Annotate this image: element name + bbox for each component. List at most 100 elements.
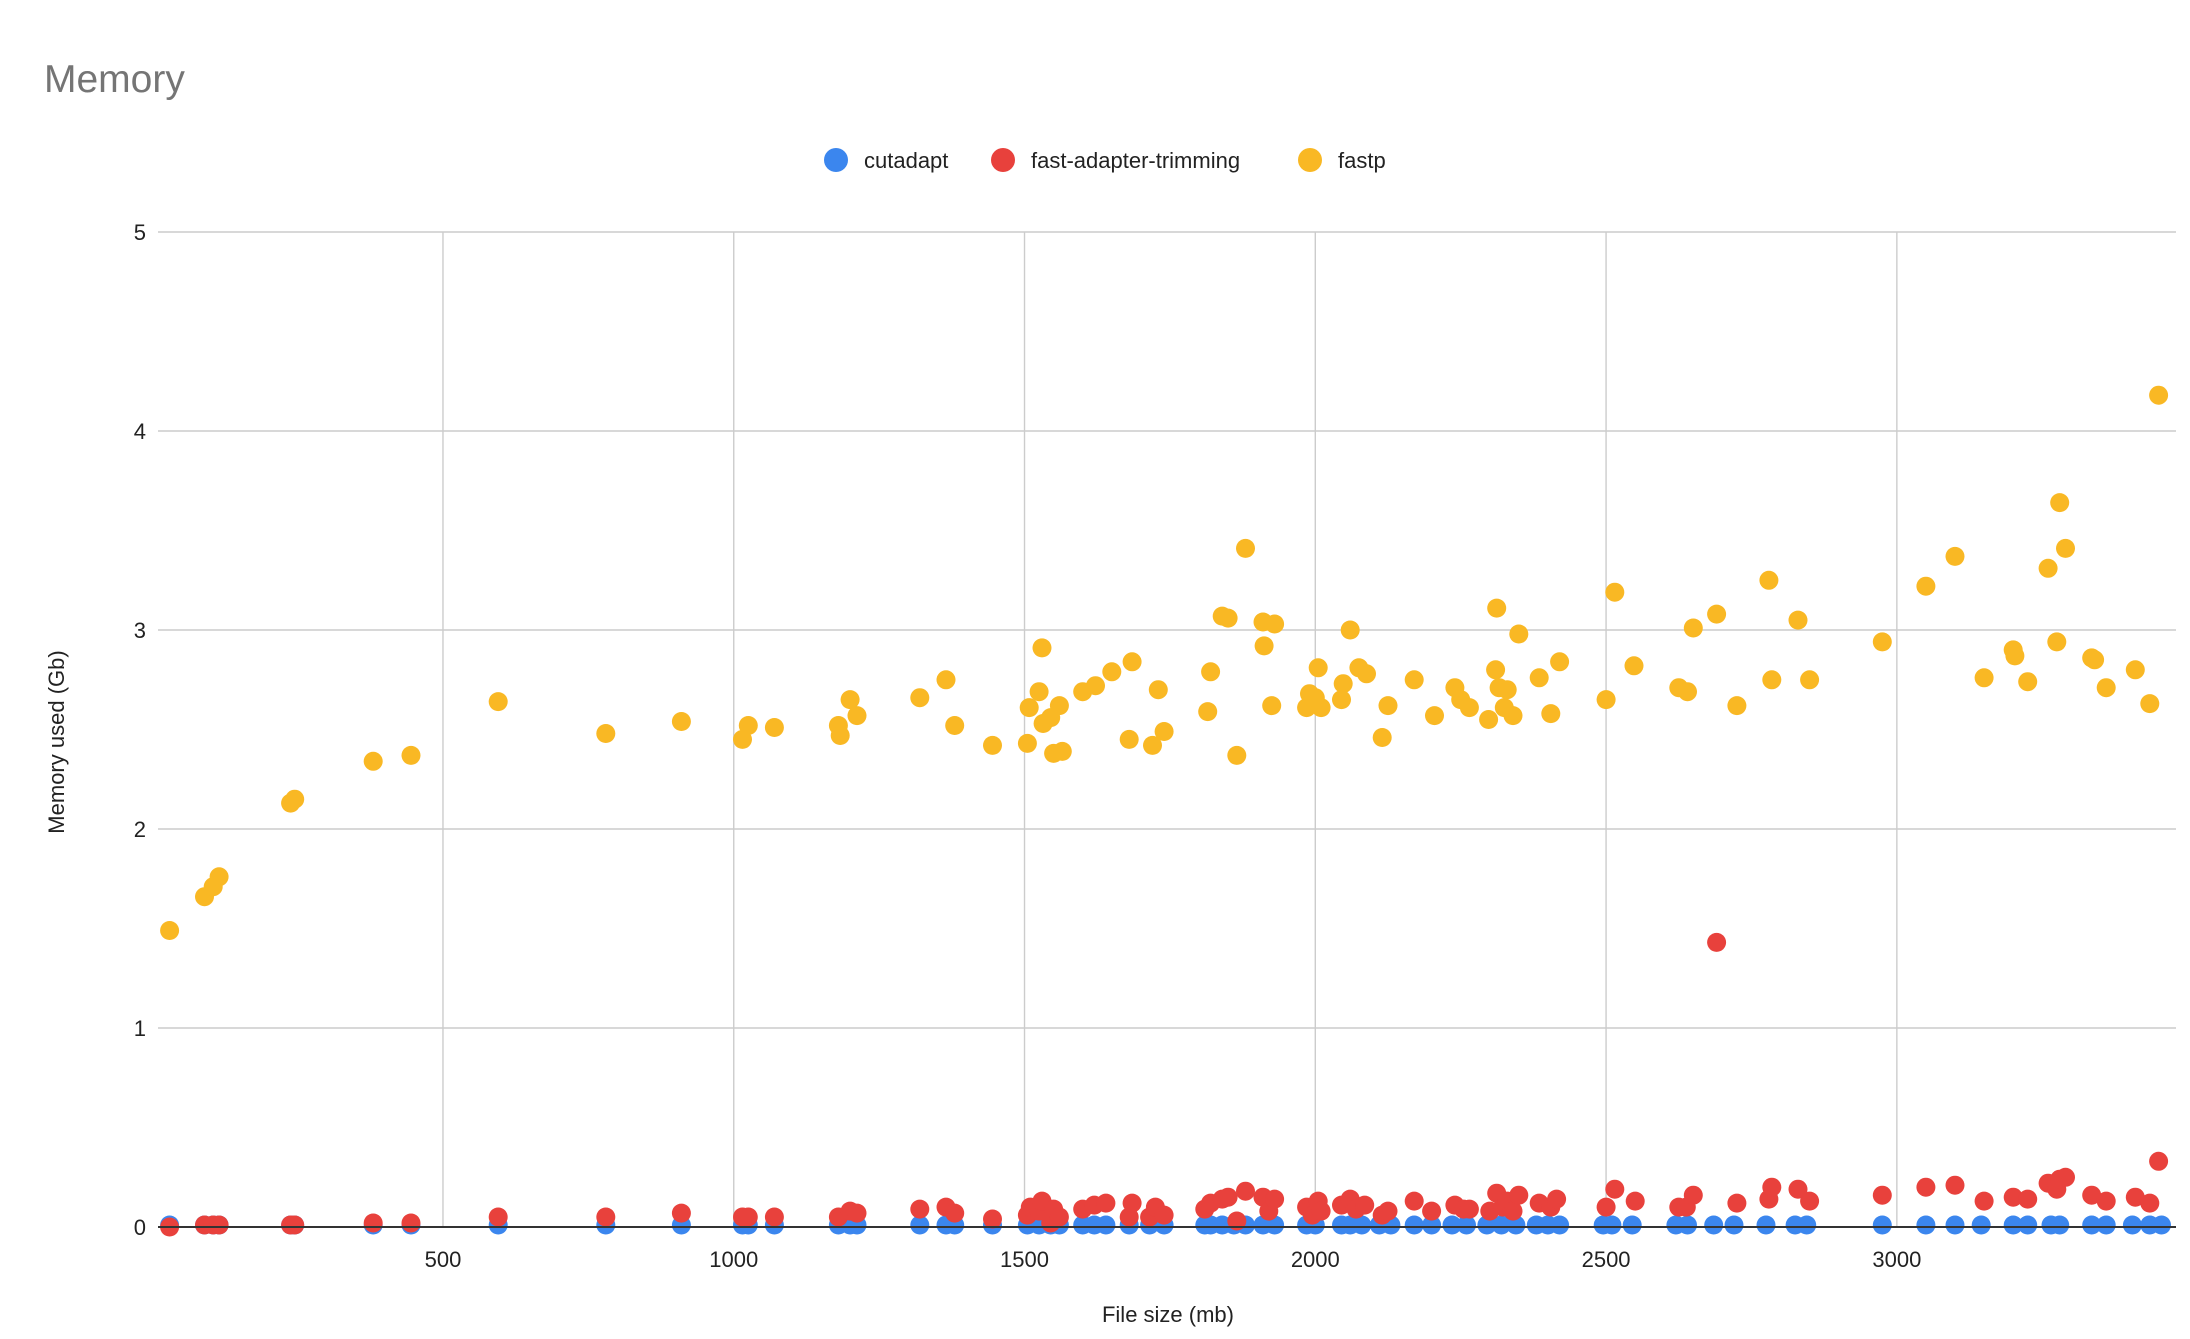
point-fast-adapter-trimming — [1154, 1205, 1174, 1225]
point-fast-adapter-trimming — [2096, 1191, 2116, 1211]
point-fastp — [1678, 682, 1697, 702]
point-fast-adapter-trimming — [2056, 1167, 2075, 1187]
point-fast-adapter-trimming — [1547, 1189, 1567, 1209]
chart-title: Memory — [44, 58, 185, 101]
point-cutadapt — [1916, 1215, 1936, 1235]
x-axis-label: File size (mb) — [1102, 1302, 1234, 1327]
point-fastp — [671, 712, 691, 731]
point-cutadapt — [1872, 1215, 1892, 1235]
point-fastp — [840, 690, 860, 710]
point-fast-adapter-trimming — [1762, 1177, 1782, 1197]
point-fast-adapter-trimming — [1049, 1207, 1069, 1227]
x-tick-label: 1000 — [709, 1247, 758, 1272]
point-fast-adapter-trimming — [1625, 1191, 1645, 1211]
point-fastp — [1497, 680, 1517, 700]
point-fastp — [2085, 650, 2105, 670]
point-fastp — [1017, 733, 1037, 753]
point-cutadapt — [2082, 1215, 2102, 1235]
point-fast-adapter-trimming — [1236, 1181, 1255, 1201]
y-tick-label: 1 — [134, 1016, 146, 1041]
point-fastp — [2050, 493, 2070, 513]
point-fastp — [1872, 632, 1892, 652]
point-fast-adapter-trimming — [1096, 1193, 1116, 1213]
point-fast-adapter-trimming — [1683, 1185, 1703, 1205]
point-fastp — [1357, 664, 1376, 684]
point-cutadapt — [910, 1215, 930, 1235]
x-tick-label: 2500 — [1582, 1247, 1631, 1272]
point-fast-adapter-trimming — [1916, 1177, 1936, 1197]
point-fast-adapter-trimming — [363, 1213, 383, 1233]
point-fastp — [488, 692, 508, 712]
point-fast-adapter-trimming — [1378, 1201, 1398, 1221]
point-fastp — [764, 718, 784, 737]
point-fastp — [1596, 690, 1616, 710]
point-fastp — [1727, 696, 1747, 716]
point-fastp — [1503, 706, 1523, 726]
legend-marker-fastp — [1298, 148, 1322, 172]
y-tick-label: 3 — [134, 618, 146, 643]
point-fast-adapter-trimming — [1404, 1191, 1424, 1211]
point-fastp — [1052, 741, 1072, 761]
point-fastp — [1308, 658, 1328, 678]
point-fastp — [596, 724, 616, 743]
point-fastp — [1916, 576, 1936, 596]
point-cutadapt — [1602, 1215, 1622, 1235]
point-fastp — [1049, 696, 1069, 716]
x-tick-label: 3000 — [1872, 1247, 1921, 1272]
point-cutadapt — [1945, 1215, 1965, 1235]
point-cutadapt — [2003, 1215, 2023, 1235]
point-fastp — [363, 751, 383, 771]
point-fastp — [2047, 632, 2067, 652]
point-fastp — [2018, 672, 2038, 692]
point-fast-adapter-trimming — [1605, 1179, 1625, 1199]
point-cutadapt — [1678, 1215, 1697, 1235]
point-fastp — [1332, 690, 1351, 710]
point-fastp — [1029, 682, 1049, 702]
point-cutadapt — [1442, 1215, 1462, 1235]
point-fastp — [830, 726, 850, 745]
legend-marker-fast-adapter-trimming — [991, 148, 1015, 172]
point-fast-adapter-trimming — [1788, 1179, 1808, 1199]
point-fast-adapter-trimming — [401, 1213, 421, 1233]
point-fast-adapter-trimming — [1422, 1201, 1442, 1221]
point-fast-adapter-trimming — [1800, 1191, 1820, 1211]
point-fastp — [1265, 614, 1285, 634]
point-fast-adapter-trimming — [1122, 1193, 1142, 1213]
y-tick-label: 2 — [134, 817, 146, 842]
point-fastp — [847, 706, 867, 726]
point-fastp — [1201, 662, 1221, 682]
point-fastp — [1311, 698, 1331, 718]
point-fastp — [945, 716, 965, 735]
y-tick-label: 5 — [134, 220, 146, 245]
point-cutadapt — [1096, 1215, 1116, 1235]
x-tick-label: 2000 — [1291, 1247, 1340, 1272]
point-fastp — [1154, 722, 1174, 741]
point-fastp — [1479, 710, 1499, 729]
point-fastp — [2125, 660, 2145, 680]
point-fastp — [1032, 638, 1052, 658]
point-fast-adapter-trimming — [1503, 1201, 1523, 1221]
point-fastp — [1759, 570, 1779, 590]
point-fastp — [1143, 735, 1162, 755]
point-fastp — [1372, 728, 1392, 747]
point-cutadapt — [1797, 1215, 1817, 1235]
legend-marker-cutadapt — [824, 148, 848, 172]
point-fast-adapter-trimming — [1218, 1187, 1238, 1207]
point-fastp — [1509, 624, 1529, 644]
point-fastp — [1762, 670, 1782, 690]
point-fastp — [1974, 668, 1994, 688]
legend-label-fast-adapter-trimming: fast-adapter-trimming — [1031, 148, 1240, 173]
point-fastp — [1148, 680, 1168, 700]
point-fast-adapter-trimming — [2140, 1193, 2160, 1213]
point-fast-adapter-trimming — [1872, 1185, 1892, 1205]
point-fastp — [1227, 745, 1247, 765]
point-fast-adapter-trimming — [488, 1207, 508, 1227]
point-cutadapt — [1724, 1215, 1744, 1235]
y-tick-label: 4 — [134, 419, 146, 444]
point-fast-adapter-trimming — [2125, 1187, 2145, 1207]
series-fast-adapter-trimming — [160, 932, 2169, 1237]
point-fast-adapter-trimming — [1227, 1211, 1247, 1231]
legend: cutadapt fast-adapter-trimming fastp — [824, 148, 1386, 173]
point-fastp — [1425, 706, 1444, 726]
point-fast-adapter-trimming — [596, 1207, 616, 1227]
